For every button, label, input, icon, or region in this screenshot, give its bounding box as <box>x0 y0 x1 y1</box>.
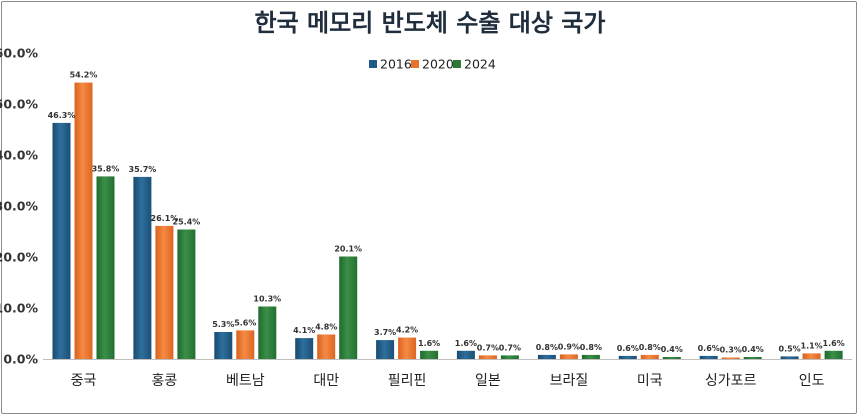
data-label: 1.6% <box>455 339 477 348</box>
bar-2016-5 <box>456 350 475 359</box>
x-tick-label: 중국 <box>71 373 97 389</box>
bar-2024-2 <box>258 306 277 359</box>
y-tick-label: 30.0% <box>0 199 38 214</box>
data-label: 4.1% <box>293 326 315 335</box>
data-label: 4.2% <box>396 326 418 335</box>
data-label: 0.7% <box>499 343 521 352</box>
bar-2024-4 <box>420 350 439 359</box>
data-label: 25.4% <box>173 218 201 227</box>
legend-swatch-2020 <box>411 60 419 68</box>
y-tick-label: 60.0% <box>0 46 38 61</box>
y-tick-label: 0.0% <box>3 352 38 367</box>
data-label: 46.3% <box>48 111 76 120</box>
bar-2020-7 <box>640 354 659 359</box>
data-label: 4.8% <box>315 323 337 332</box>
bar-2024-5 <box>500 355 519 359</box>
data-label: 35.7% <box>129 165 157 174</box>
data-label: 54.2% <box>70 71 98 80</box>
bar-2020-9 <box>802 353 821 359</box>
bar-2020-1 <box>155 225 174 359</box>
data-label: 0.5% <box>779 344 801 353</box>
y-tick-label: 20.0% <box>0 250 38 265</box>
y-tick-label: 50.0% <box>0 97 38 112</box>
x-tick-label: 대만 <box>313 373 339 389</box>
data-label: 20.1% <box>334 245 362 254</box>
data-label: 0.8% <box>639 343 661 352</box>
data-label: 5.3% <box>212 320 234 329</box>
bar-2024-7 <box>662 357 681 359</box>
data-label: 3.7% <box>374 328 396 337</box>
bar-2024-8 <box>743 357 762 359</box>
chart-legend: 2016 2020 2024 <box>369 57 496 72</box>
data-label: 0.9% <box>558 342 580 351</box>
bar-2016-6 <box>537 354 556 359</box>
bar-2024-1 <box>177 229 196 359</box>
bar-2016-3 <box>295 338 314 359</box>
x-tick-label: 필리핀 <box>388 373 427 389</box>
chart-title: 한국 메모리 반도체 수출 대상 국가 <box>255 9 606 37</box>
bar-series-group <box>52 82 843 360</box>
x-tick-label: 홍콩 <box>152 373 178 389</box>
bar-2020-8 <box>721 357 740 359</box>
bar-2020-2 <box>236 330 255 359</box>
bar-2024-0 <box>96 176 115 359</box>
bar-2020-4 <box>398 337 417 359</box>
data-label: 5.6% <box>234 318 256 327</box>
bar-2016-4 <box>376 340 395 359</box>
bar-2016-9 <box>780 356 799 359</box>
data-label: 0.4% <box>661 345 683 354</box>
data-label: 1.6% <box>418 339 440 348</box>
legend-label: 2020 <box>422 57 454 72</box>
y-tick-label: 10.0% <box>0 301 38 316</box>
bar-2020-6 <box>559 354 578 359</box>
bar-2016-8 <box>699 355 718 359</box>
x-tick-label: 일본 <box>475 373 501 389</box>
x-tick-label: 싱가포르 <box>705 373 757 389</box>
legend-label: 2016 <box>380 57 412 72</box>
bar-2024-3 <box>339 256 358 359</box>
data-label: 10.3% <box>253 295 281 304</box>
x-tick-label: 인도 <box>799 373 825 389</box>
bar-2024-9 <box>824 350 843 359</box>
data-label: 0.8% <box>536 343 558 352</box>
bar-2024-6 <box>581 354 600 359</box>
legend-swatch-2016 <box>369 60 377 68</box>
bar-2020-0 <box>74 82 93 359</box>
data-labels-group: 46.3% 54.2% 35.8% 35.7% 26.1%25.4% 5.3% 5.6% 10… <box>48 71 845 355</box>
bar-2016-1 <box>133 176 152 359</box>
data-label: 35.8% <box>92 164 120 173</box>
data-label: 1.6% <box>823 339 845 348</box>
x-tick-label: 베트남 <box>226 373 265 389</box>
x-tick-label: 미국 <box>637 373 663 389</box>
y-axis: 0.0% 10.0% 20.0% 30.0% 40.0% 50.0% 60.0% <box>0 46 38 367</box>
legend-swatch-2024 <box>453 60 461 68</box>
bar-2016-7 <box>618 355 637 359</box>
bar-2016-2 <box>214 332 233 359</box>
data-label: 0.6% <box>617 344 639 353</box>
data-label: 0.7% <box>477 343 499 352</box>
bar-2020-3 <box>317 334 336 359</box>
data-label: 1.1% <box>801 341 823 350</box>
data-label: 0.3% <box>720 346 742 355</box>
data-label: 0.8% <box>580 343 602 352</box>
bar-2016-0 <box>52 122 71 360</box>
y-tick-label: 40.0% <box>0 148 38 163</box>
data-label: 0.6% <box>698 344 720 353</box>
x-axis: 중국 홍콩 베트남 대만 필리핀 일본 브라질 미국 싱가포르 인도 <box>43 359 852 389</box>
data-label: 26.1% <box>151 214 179 223</box>
data-label: 0.4% <box>742 345 764 354</box>
x-tick-label: 브라질 <box>550 373 589 389</box>
legend-label: 2024 <box>464 57 496 72</box>
bar-2020-5 <box>478 355 497 359</box>
